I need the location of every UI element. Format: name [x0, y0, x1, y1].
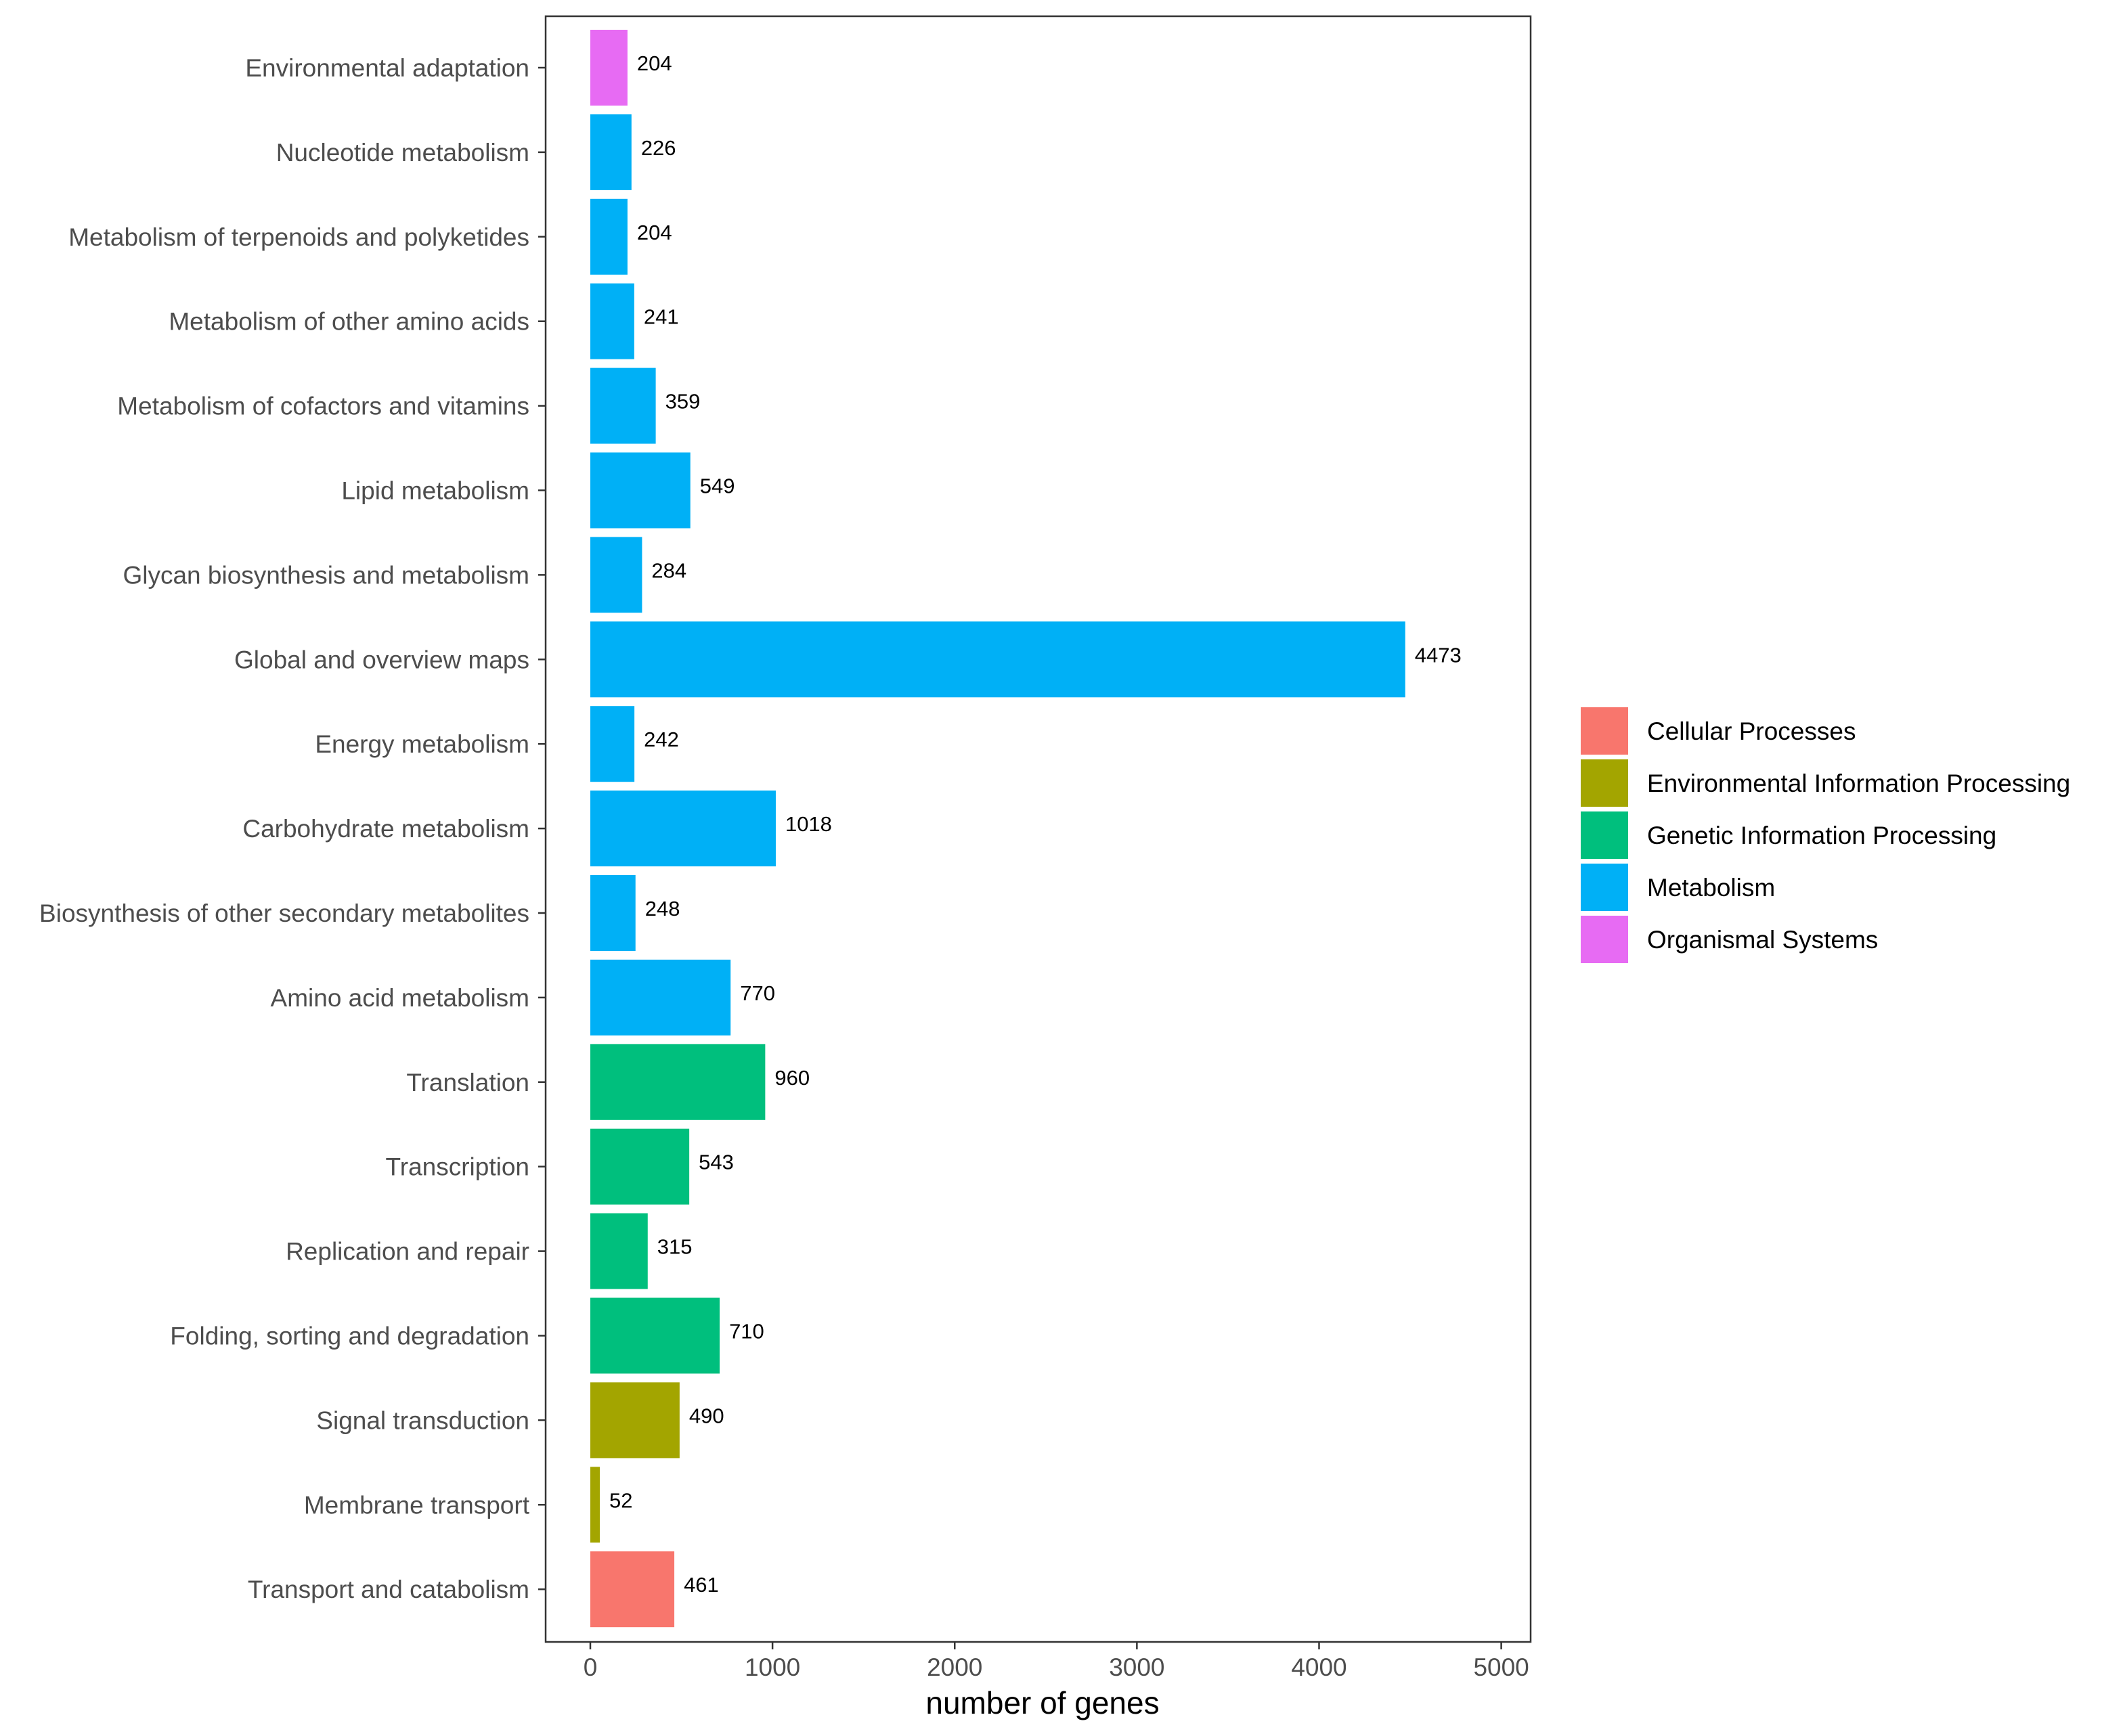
legend-label-environmental-information-processing: Environmental Information Processing [1647, 770, 2070, 797]
legend-label-genetic-information-processing: Genetic Information Processing [1647, 822, 1996, 849]
legend-key-organismal-systems [1581, 916, 1628, 963]
y-tick-label-amino-acid-metabolism: Amino acid metabolism [271, 984, 529, 1012]
y-tick-label-lipid-metabolism: Lipid metabolism [341, 477, 529, 505]
legend: Cellular Processes Environmental Informat… [1581, 707, 2070, 963]
y-tick-label-global-and-overview-maps: Global and overview maps [234, 646, 529, 673]
x-tick-label-1000: 1000 [745, 1653, 800, 1681]
bar-energy-metabolism [590, 706, 635, 782]
value-label-lipid-metabolism: 549 [700, 474, 735, 498]
value-label-transport-and-catabolism: 461 [684, 1573, 719, 1597]
y-tick-label-metabolism-of-terpenoids-and-polyketides: Metabolism of terpenoids and polyketides [68, 223, 529, 251]
value-label-metabolism-of-other-amino-acids: 241 [644, 305, 679, 329]
bar-transport-and-catabolism [590, 1551, 675, 1628]
bar-biosynthesis-of-other-secondary-metabolites [590, 875, 636, 951]
legend-label-cellular-processes: Cellular Processes [1647, 717, 1856, 745]
legend-key-metabolism [1581, 864, 1628, 911]
y-tick-label-nucleotide-metabolism: Nucleotide metabolism [276, 139, 529, 166]
y-tick-label-glycan-biosynthesis-and-metabolism: Glycan biosynthesis and metabolism [123, 561, 529, 589]
y-tick-label-folding-sorting-and-degradation: Folding, sorting and degradation [170, 1322, 529, 1350]
bar-metabolism-of-other-amino-acids [590, 283, 634, 359]
bar-membrane-transport [590, 1467, 600, 1543]
x-tick-label-0: 0 [584, 1653, 598, 1681]
bar-carbohydrate-metabolism [590, 791, 776, 867]
value-label-energy-metabolism: 242 [644, 728, 679, 751]
value-label-nucleotide-metabolism: 226 [641, 136, 676, 160]
value-label-membrane-transport: 52 [609, 1488, 632, 1512]
y-tick-label-carbohydrate-metabolism: Carbohydrate metabolism [242, 815, 529, 843]
bar-folding-sorting-and-degradation [590, 1297, 720, 1374]
x-tick-label-3000: 3000 [1109, 1653, 1164, 1681]
value-label-glycan-biosynthesis-and-metabolism: 284 [651, 558, 686, 582]
bar-metabolism-of-cofactors-and-vitamins [590, 368, 656, 444]
value-label-folding-sorting-and-degradation: 710 [729, 1320, 764, 1343]
value-label-amino-acid-metabolism: 770 [740, 981, 775, 1005]
bar-lipid-metabolism [590, 452, 691, 529]
legend-key-genetic-information-processing [1581, 811, 1628, 859]
value-label-metabolism-of-cofactors-and-vitamins: 359 [665, 390, 701, 414]
value-label-biosynthesis-of-other-secondary-metabolites: 248 [645, 897, 680, 920]
y-tick-label-environmental-adaptation: Environmental adaptation [245, 54, 529, 82]
value-label-global-and-overview-maps: 4473 [1415, 643, 1462, 667]
bar-signal-transduction [590, 1382, 680, 1459]
y-tick-label-energy-metabolism: Energy metabolism [315, 730, 529, 758]
x-tick-label-2000: 2000 [927, 1653, 982, 1681]
x-tick-label-4000: 4000 [1291, 1653, 1346, 1681]
bar-environmental-adaptation [590, 30, 628, 106]
bar-metabolism-of-terpenoids-and-polyketides [590, 198, 628, 275]
bar-nucleotide-metabolism [590, 114, 632, 190]
x-axis-title: number of genes [925, 1685, 1159, 1720]
bar-amino-acid-metabolism [590, 959, 731, 1036]
bar-replication-and-repair [590, 1213, 648, 1289]
x-tick-label-5000: 5000 [1473, 1653, 1529, 1681]
bar-global-and-overview-maps [590, 621, 1405, 698]
bar-transcription [590, 1128, 690, 1205]
x-axis: 0 1000 2000 3000 4000 5000 [584, 1642, 1529, 1681]
bar-glycan-biosynthesis-and-metabolism [590, 537, 642, 613]
plot-area: 204 226 204 241 359 549 284 4473 242 1018 248 770 96… [544, 15, 1532, 1643]
value-label-environmental-adaptation: 204 [637, 51, 672, 75]
y-tick-label-biosynthesis-of-other-secondary-metabolites: Biosynthesis of other secondary metaboli… [39, 899, 529, 927]
legend-key-environmental-information-processing [1581, 759, 1628, 807]
legend-key-cellular-processes [1581, 707, 1628, 755]
y-tick-label-metabolism-of-cofactors-and-vitamins: Metabolism of cofactors and vitamins [117, 393, 529, 420]
y-tick-label-metabolism-of-other-amino-acids: Metabolism of other amino acids [169, 308, 529, 336]
y-tick-label-translation: Translation [406, 1069, 529, 1096]
y-tick-label-transport-and-catabolism: Transport and catabolism [248, 1576, 529, 1603]
legend-label-organismal-systems: Organismal Systems [1647, 926, 1878, 954]
value-label-transcription: 543 [699, 1151, 734, 1174]
y-axis: Environmental adaptation Nucleotide metab… [39, 54, 546, 1603]
value-label-translation: 960 [774, 1066, 810, 1090]
y-tick-label-membrane-transport: Membrane transport [304, 1491, 530, 1519]
legend-label-metabolism: Metabolism [1647, 874, 1775, 902]
value-label-signal-transduction: 490 [689, 1404, 724, 1427]
value-label-carbohydrate-metabolism: 1018 [785, 812, 832, 836]
y-tick-label-replication-and-repair: Replication and repair [286, 1238, 529, 1266]
value-label-replication-and-repair: 315 [657, 1235, 693, 1259]
y-tick-label-transcription: Transcription [386, 1153, 529, 1181]
y-tick-label-signal-transduction: Signal transduction [316, 1406, 529, 1434]
bar-translation [590, 1044, 766, 1120]
value-label-metabolism-of-terpenoids-and-polyketides: 204 [637, 221, 672, 244]
